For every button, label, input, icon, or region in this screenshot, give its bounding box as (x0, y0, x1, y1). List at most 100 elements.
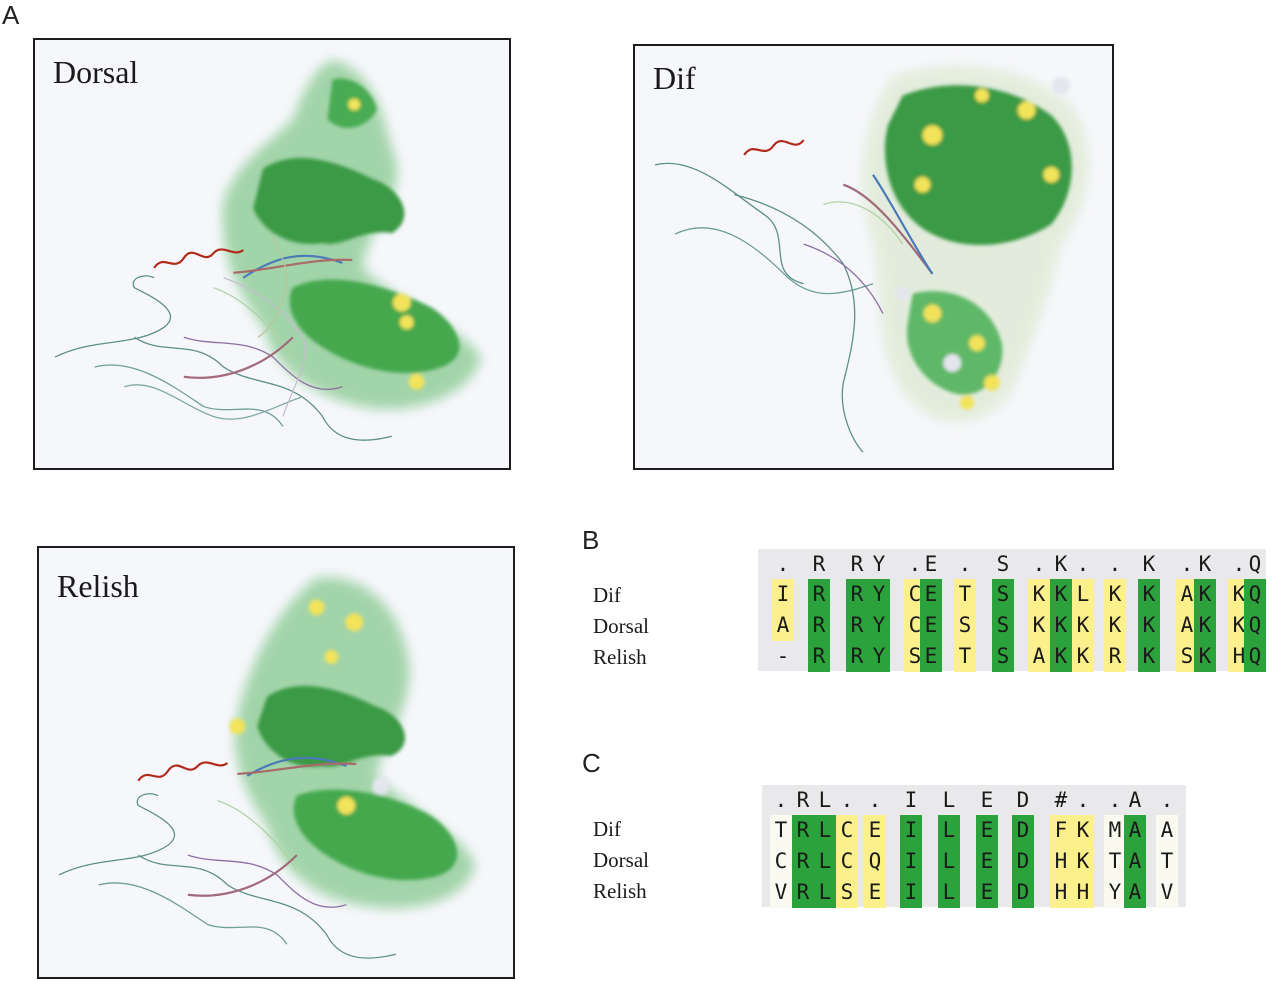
alignment-b-residue-cell: Q (1244, 641, 1266, 672)
alignment-b-consensus-cell: Q (1248, 552, 1262, 576)
structure-label-dorsal: Dorsal (53, 54, 139, 90)
alignment-b-residue-cell: K (1028, 610, 1050, 641)
alignment-c-residue-cell: A (1124, 877, 1146, 908)
alignment-c-residue-cell: C (836, 846, 858, 877)
alignment-b-residue-cell: S (992, 610, 1014, 641)
alignment-c-residue-cell: K (1072, 846, 1094, 877)
alignment-b-residue-cell: A (1176, 610, 1198, 641)
alignment-c-residue-cell: I (900, 877, 922, 908)
alignment-b-consensus-cell: . (908, 552, 922, 576)
alignment-b-residue-cell: R (808, 610, 830, 641)
panel-label-c: C (582, 748, 601, 778)
alignment-b-residue-cell: K (1050, 579, 1072, 610)
row-name: Dif (593, 817, 621, 841)
alignment-c-consensus-cell: . (1076, 788, 1090, 812)
relish-structure-image (58, 577, 476, 959)
alignment-c-consensus-cell: # (1054, 788, 1068, 812)
alignment-c-consensus-cell: . (1108, 788, 1122, 812)
alignment-c-consensus-cell: . (1160, 788, 1174, 812)
alignment-b-residue-cell: Q (1244, 610, 1266, 641)
alignment-c-residue-cell: E (976, 877, 998, 908)
alignment-b-residue-cell: K (1138, 579, 1160, 610)
alignment-b-residue-cell: K (1194, 610, 1216, 641)
alignment-c-residue-cell: Y (1104, 877, 1126, 908)
alignment-c-residue-cell: E (864, 877, 886, 908)
alignment-c-row-names: Dif Dorsal Relish (593, 814, 649, 907)
alignment-b-consensus-cell: S (996, 552, 1010, 576)
alignment-b-residue-cell: S (954, 610, 976, 641)
alignment-b-residue-cell: K (1104, 579, 1126, 610)
alignment-b-residue-cell: I (772, 579, 794, 610)
alignment-b-residue-cell: S (992, 579, 1014, 610)
alignment-c-residue-cell: L (938, 846, 960, 877)
alignment-b-residue-cell: E (920, 610, 942, 641)
alignment-c-residue-cell: I (900, 815, 922, 846)
alignment-c-residue-cell: S (836, 877, 858, 908)
dif-structure-panel: Dif (633, 44, 1114, 470)
dorsal-structure-image (54, 59, 482, 441)
alignment-b-residue-cell: K (1138, 641, 1160, 672)
alignment-b-consensus-cell: . (958, 552, 972, 576)
alignment-c-residue-cell: V (770, 877, 792, 908)
alignment-b-consensus-cell: . (1180, 552, 1194, 576)
alignment-c-residue-cell: V (1156, 877, 1178, 908)
relish-structure-panel: Relish (37, 546, 515, 979)
row-name: Relish (593, 879, 647, 903)
alignment-c-consensus-cell: . (840, 788, 854, 812)
alignment-c-grid: . R L.. I L E D #.. A. T R L C E I L E D F K M A A C R L C Q I L E D H K T… (762, 785, 1186, 908)
alignment-c-residue-cell: L (938, 877, 960, 908)
alignment-b-consensus-cell: E (924, 552, 938, 576)
alignment-b-consensus-cell: . (1076, 552, 1090, 576)
alignment-b-residue-cell: K (1104, 610, 1126, 641)
alignment-b-consensus-cell: . (1232, 552, 1246, 576)
alignment-c-consensus-cell: . (774, 788, 788, 812)
alignment-b-residue-cell: Y (868, 641, 890, 672)
dorsal-structure-panel: Dorsal (33, 38, 511, 470)
alignment-b-residue-cell: K (1028, 579, 1050, 610)
alignment-b-consensus-cell: K (1054, 552, 1068, 576)
dif-structure-image (654, 65, 1090, 453)
alignment-c-residue-cell: T (1104, 846, 1126, 877)
alignment-b-residue-cell: R (846, 641, 868, 672)
panel-label-a: A (2, 0, 20, 30)
alignment-b-residue-cell: K (1072, 610, 1094, 641)
alignment-c-residue-cell: D (1012, 815, 1034, 846)
alignment-c-residue-cell: A (1156, 815, 1178, 846)
alignment-c-residue-cell: R (792, 877, 814, 908)
alignment-b-residue-cell: K (1138, 610, 1160, 641)
alignment-c-residue-cell: H (1050, 877, 1072, 908)
alignment-b-residue-cell: K (1072, 641, 1094, 672)
alignment-b-residue-cell: K (1194, 579, 1216, 610)
alignment-b-consensus-cell: . (1108, 552, 1122, 576)
alignment-b-residue-cell: - (776, 644, 790, 668)
alignment-b-consensus-cell: K (1198, 552, 1212, 576)
alignment-c-residue-cell: A (1124, 846, 1146, 877)
alignment-b-residue-cell: A (1176, 579, 1198, 610)
alignment-b-residue-cell: R (808, 579, 830, 610)
alignment-b-residue-cell: E (920, 579, 942, 610)
alignment-b-consensus-cell: K (1142, 552, 1156, 576)
alignment-c-residue-cell: L (814, 815, 836, 846)
alignment-b-residue-cell: R (1104, 641, 1126, 672)
alignment-c-residue-cell: L (814, 846, 836, 877)
row-name: Dorsal (593, 614, 649, 638)
alignment-b-residue-cell: K (1050, 610, 1072, 641)
alignment-c-residue-cell: L (938, 815, 960, 846)
alignment-b-residue-cell: S (1176, 641, 1198, 672)
alignment-b-row-names: Dif Dorsal Relish (593, 580, 649, 673)
alignment-b-residue-cell: S (992, 641, 1014, 672)
alignment-c-residue-cell: R (792, 815, 814, 846)
alignment-b-residue-cell: R (846, 579, 868, 610)
alignment-c-residue-cell: D (1012, 846, 1034, 877)
alignment-c-residue-cell: T (770, 815, 792, 846)
alignment-c-consensus-cell: L (942, 788, 956, 812)
alignment-c-residue-cell: A (1124, 815, 1146, 846)
alignment-b-residue-cell: Y (868, 610, 890, 641)
alignment-b-residue-cell: A (772, 610, 794, 641)
alignment-c-residue-cell: C (836, 815, 858, 846)
alignment-b-residue-cell: R (808, 641, 830, 672)
row-name: Relish (593, 645, 647, 669)
alignment-c-residue-cell: H (1050, 846, 1072, 877)
alignment-c-consensus-cell: . (868, 788, 882, 812)
